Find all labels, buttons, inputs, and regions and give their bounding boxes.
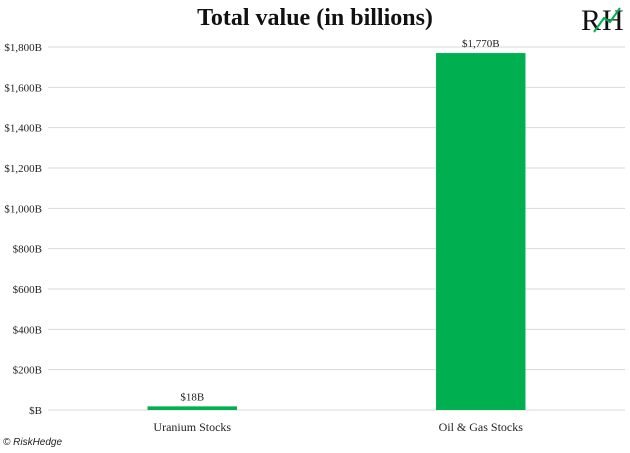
y-tick-label: $1,200B <box>4 163 42 175</box>
y-tick-label: $1,600B <box>4 82 42 94</box>
y-tick-label: $200B <box>13 365 42 377</box>
riskhedge-logo: R H <box>581 4 624 36</box>
data-label: $18B <box>180 391 204 403</box>
y-tick-label: $1,800B <box>4 42 42 54</box>
y-tick-label: $B <box>29 405 42 417</box>
copyright-text: © RiskHedge <box>3 437 63 448</box>
data-label: $1,770B <box>462 38 500 50</box>
y-tick-label: $1,000B <box>4 203 42 215</box>
y-tick-label: $400B <box>13 324 42 336</box>
x-tick-label: Oil & Gas Stocks <box>439 420 524 434</box>
bar <box>147 406 237 410</box>
y-tick-label: $800B <box>13 244 42 256</box>
x-tick-label: Uranium Stocks <box>153 420 231 434</box>
bar <box>436 53 526 411</box>
chart-title: Total value (in billions) <box>197 5 433 31</box>
y-tick-label: $600B <box>13 284 42 296</box>
y-tick-label: $1,400B <box>4 123 42 135</box>
